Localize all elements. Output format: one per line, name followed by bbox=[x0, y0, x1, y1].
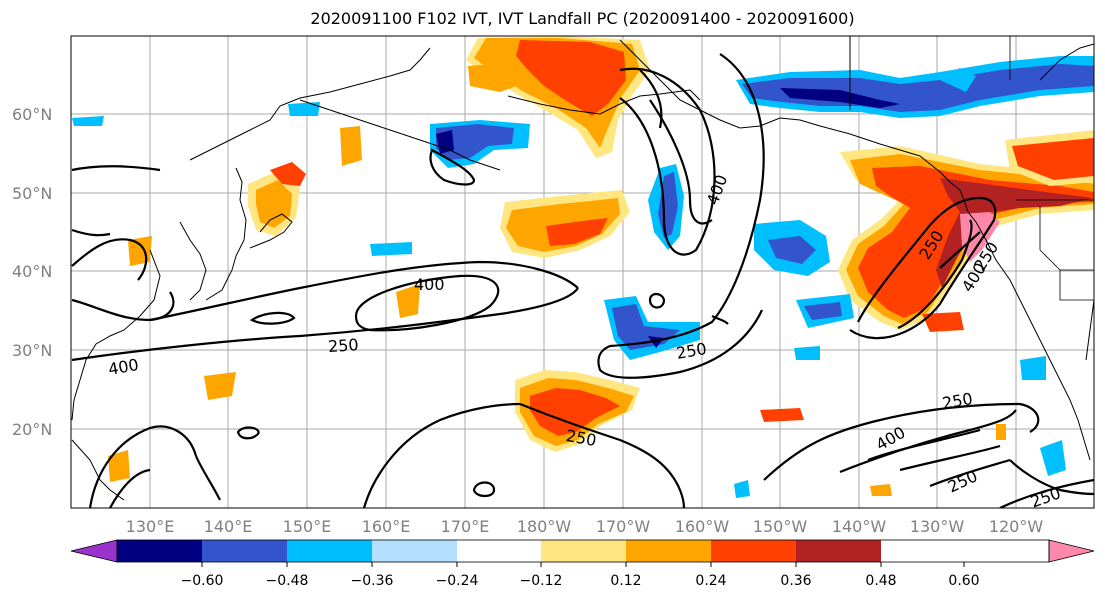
lon-label: 130°W bbox=[910, 517, 965, 536]
colorbar-tick-label: 0.12 bbox=[610, 573, 641, 589]
colorbar-tick-label: 0.36 bbox=[780, 573, 811, 589]
colorbar-low-extension bbox=[70, 539, 118, 563]
lon-label: 180°W bbox=[517, 517, 572, 536]
colorbar-tick-label: −0.48 bbox=[266, 573, 309, 589]
colorbar-tick-label: 0.48 bbox=[865, 573, 896, 589]
colorbar-high-extension bbox=[1048, 539, 1095, 563]
colorbar-tick-label: 0.24 bbox=[695, 573, 726, 589]
colorbar-tick-label: −0.12 bbox=[520, 573, 563, 589]
lon-label: 170°E bbox=[441, 517, 490, 536]
political-borders bbox=[1009, 36, 1094, 301]
map-title: 2020091100 F102 IVT, IVT Landfall PC (20… bbox=[310, 9, 855, 28]
lon-label: 140°W bbox=[832, 517, 887, 536]
lat-label: 30°N bbox=[12, 341, 52, 360]
positive-ivt-shading bbox=[108, 36, 1094, 496]
colorbar-segment bbox=[626, 540, 711, 562]
colorbar-segment bbox=[457, 540, 541, 562]
colorbar-segment bbox=[711, 540, 796, 562]
colorbar-segment bbox=[796, 540, 881, 562]
colorbar-outline bbox=[116, 539, 1050, 563]
colorbar-segment bbox=[372, 540, 457, 562]
colorbar-tick-label: −0.24 bbox=[436, 573, 479, 589]
lon-label: 150°E bbox=[283, 517, 332, 536]
coastlines bbox=[71, 36, 1094, 501]
lat-label: 50°N bbox=[12, 184, 52, 203]
colorbar-tick-label: −0.36 bbox=[351, 573, 394, 589]
contour-label: 400 bbox=[414, 275, 445, 294]
colorbar-segment bbox=[117, 540, 202, 562]
lat-label: 40°N bbox=[12, 262, 52, 281]
colorbar-segment bbox=[541, 540, 626, 562]
colorbar-ticks bbox=[201, 562, 965, 567]
lon-label: 160°W bbox=[675, 517, 730, 536]
colorbar-segment bbox=[287, 540, 372, 562]
lon-label: 120°W bbox=[989, 517, 1044, 536]
lat-label: 20°N bbox=[12, 420, 52, 439]
ivt-contours bbox=[71, 53, 1094, 508]
negative-ivt-shading bbox=[72, 56, 1094, 498]
colorbar-tick-label: 0.60 bbox=[948, 573, 979, 589]
colorbar-segment bbox=[202, 540, 287, 562]
map-frame bbox=[70, 35, 1095, 509]
colorbar-tick-labels: −0.60 −0.48 −0.36 −0.24 −0.12 0.12 0.24 … bbox=[181, 573, 980, 589]
lon-label: 150°W bbox=[753, 517, 808, 536]
lat-label: 60°N bbox=[12, 105, 52, 124]
colorbar: −0.60 −0.48 −0.36 −0.24 −0.12 0.12 0.24 … bbox=[70, 539, 1095, 589]
lon-label: 140°E bbox=[204, 517, 253, 536]
lon-label: 170°W bbox=[596, 517, 651, 536]
lon-label: 160°E bbox=[362, 517, 411, 536]
colorbar-tick-label: −0.60 bbox=[181, 573, 224, 589]
latitude-labels: 60°N 50°N 40°N 30°N 20°N bbox=[12, 105, 52, 439]
lon-label: 130°E bbox=[126, 517, 175, 536]
contour-label: 250 bbox=[327, 335, 359, 356]
longitude-labels: 130°E 140°E 150°E 160°E 170°E 180°W 170°… bbox=[126, 517, 1044, 536]
